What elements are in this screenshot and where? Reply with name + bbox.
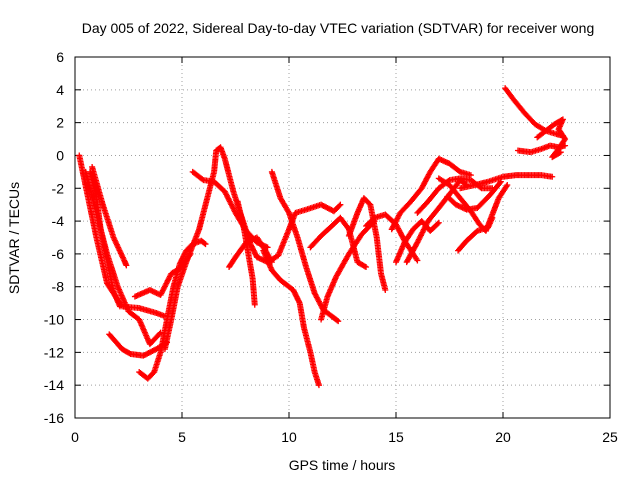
data-point xyxy=(414,257,421,264)
series-arc-25 xyxy=(455,214,496,254)
data-point xyxy=(489,214,496,221)
axis-ticks: 0 5 10 15 20 25 -16 -14 -12 -10 -8 -6 -4 -2 0 2 4 6 xyxy=(44,49,618,445)
data-point xyxy=(497,178,504,185)
data-point xyxy=(549,173,556,180)
series-arc-15 xyxy=(307,214,370,271)
data-point xyxy=(363,264,370,271)
data-point xyxy=(201,240,208,247)
data-point xyxy=(435,219,442,226)
data-point xyxy=(504,181,511,188)
data-point xyxy=(557,149,564,156)
series-arc-13 xyxy=(260,247,322,389)
y-tick-label: -14 xyxy=(44,377,64,393)
series-arc-8 xyxy=(161,144,344,353)
series-arc-22 xyxy=(457,172,556,192)
series-arc-12 xyxy=(268,168,342,325)
y-tick-label: 4 xyxy=(56,82,64,98)
data-point xyxy=(496,179,503,186)
data-point xyxy=(315,382,322,389)
x-axis-label: GPS time / hours xyxy=(289,457,396,473)
series-arc-11 xyxy=(234,198,258,308)
data-point xyxy=(556,149,563,156)
data-point xyxy=(337,201,344,208)
data-point xyxy=(361,263,368,270)
data-point xyxy=(199,176,206,183)
series-arc-20 xyxy=(414,175,496,216)
series-arc-4 xyxy=(86,168,123,310)
y-tick-label: -2 xyxy=(52,180,65,196)
y-tick-label: -12 xyxy=(44,344,64,360)
x-tick-label: 5 xyxy=(178,429,186,445)
x-tick-label: 20 xyxy=(495,429,511,445)
x-tick-label: 25 xyxy=(602,429,618,445)
y-tick-label: -6 xyxy=(52,246,65,262)
data-point xyxy=(335,318,342,325)
y-tick-label: -4 xyxy=(52,213,65,229)
x-tick-label: 10 xyxy=(281,429,297,445)
y-axis-label: SDTVAR / TECUs xyxy=(6,182,22,294)
y-tick-label: -10 xyxy=(44,312,64,328)
series-arc-19 xyxy=(388,155,474,233)
series-arc-3 xyxy=(89,163,130,269)
data-point xyxy=(344,225,351,232)
data-point xyxy=(503,183,510,190)
data-point xyxy=(382,287,389,294)
x-tick-label: 0 xyxy=(71,429,79,445)
series-arc-28 xyxy=(534,116,569,161)
data-point xyxy=(336,202,343,209)
data-point xyxy=(413,256,420,263)
y-tick-label: 6 xyxy=(56,49,64,65)
data-point xyxy=(434,220,441,227)
y-tick-label: -8 xyxy=(52,279,65,295)
data-point xyxy=(334,317,341,324)
x-tick-label: 15 xyxy=(388,429,404,445)
y-tick-label: 2 xyxy=(56,115,64,131)
data-point xyxy=(116,303,123,310)
y-tick-label: 0 xyxy=(56,147,64,163)
data-points xyxy=(76,85,569,389)
series-arc-9 xyxy=(189,168,271,251)
series-arc-26 xyxy=(502,85,566,139)
data-point xyxy=(251,301,258,308)
data-point xyxy=(202,241,209,248)
data-point xyxy=(285,208,292,215)
y-tick-label: -16 xyxy=(44,410,64,426)
data-point xyxy=(123,262,130,269)
chart-title: Day 005 of 2022, Sidereal Day-to-day VTE… xyxy=(82,20,595,36)
plot-frame xyxy=(74,56,611,419)
gridlines xyxy=(75,57,610,418)
